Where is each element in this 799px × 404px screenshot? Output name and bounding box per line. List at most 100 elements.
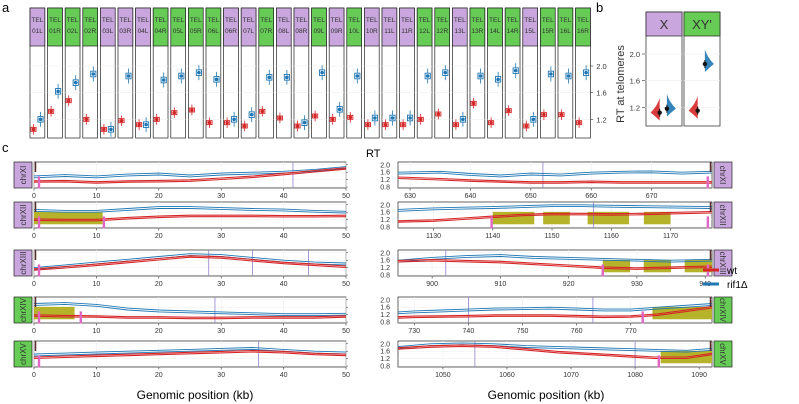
rt-tick-label: 1.2 <box>380 177 390 184</box>
facet-strip-label: 15L <box>525 28 536 35</box>
rif1-rt-line <box>397 254 713 261</box>
rif1-rt-line <box>397 206 713 212</box>
telomere-violin-panel: 1.2 1.6 2.0RT at telomeres X XY' <box>615 11 721 127</box>
x-tick-label: 640 <box>465 193 477 200</box>
wt-rt-line <box>33 256 347 271</box>
chromosome-strip-label: chrXIII <box>718 251 727 274</box>
telomere-marker <box>37 216 41 229</box>
facet-strip <box>47 7 63 47</box>
x-tick-label: 0 <box>32 372 36 379</box>
facet-strip-label: TEL <box>31 17 43 24</box>
plot-frame <box>397 161 713 189</box>
facet-strip-label: TEL <box>454 17 466 24</box>
rt-tick-label: 1.6 <box>380 170 390 177</box>
telomere-marker <box>37 311 41 324</box>
x-tick-label: 1070 <box>563 372 579 379</box>
facet-strip-label: 10L <box>349 28 360 35</box>
facet-strip-label: 07L <box>243 28 254 35</box>
violin-facet: XY' <box>683 11 721 127</box>
rt-tick-label: 0.8 <box>380 320 390 327</box>
wt-rt-line <box>33 315 347 320</box>
x-tick-label: 1090 <box>691 372 707 379</box>
telomere-facet: TEL 07L <box>240 7 257 139</box>
wt-median-point <box>524 124 529 128</box>
facet-strip-label: 13L <box>454 28 465 35</box>
wt-median-point <box>207 120 212 125</box>
facet-strip-label: 05L <box>173 28 184 35</box>
facet-strip <box>188 7 204 47</box>
facet-strip <box>170 7 186 47</box>
telomere-facet: TEL 11R <box>399 7 415 139</box>
rif1-median-point <box>214 77 219 82</box>
x-tick-label: 0 <box>32 233 36 240</box>
wt-median-point <box>506 108 511 113</box>
wt-median-point <box>84 117 89 122</box>
telomere-facet: TEL 04R <box>152 7 169 139</box>
rif1-median-point <box>702 61 708 67</box>
x-tick-label: 1170 <box>663 233 678 240</box>
telomere-facet: TEL 14L <box>487 7 503 139</box>
x-tick-label: 30 <box>217 281 225 288</box>
telomere-facet: TEL 05R <box>188 7 204 139</box>
facet-strip-label: 09R <box>331 28 343 35</box>
x-tick-label: 650 <box>525 193 537 200</box>
facet-strip-label: TEL <box>207 17 219 24</box>
wt-rt-line <box>33 168 347 184</box>
facet-strip-label: 14R <box>507 28 519 35</box>
facet-strip-label: TEL <box>383 17 395 24</box>
facet-strip <box>504 7 521 47</box>
wt-median-point <box>559 112 564 117</box>
facet-strip-label: 07R <box>260 28 272 35</box>
facet-strip <box>100 7 116 47</box>
facet-strip-label: 03L <box>102 28 113 35</box>
telomere-facet: TEL 07R <box>258 7 274 139</box>
telomere-boxplot-panel: TEL 01L TEL 01R TEL 02L TEL 02R TEL 03L TEL 03R TEL 0… <box>29 7 607 139</box>
rif1-median-point <box>144 122 148 127</box>
x-tick-label: 50 <box>342 233 350 240</box>
rt-header: RT <box>366 148 381 160</box>
wt-rt-line <box>33 314 347 318</box>
x-tick-label: 30 <box>217 328 225 335</box>
rt-tick-label: 1.2 <box>380 217 390 224</box>
rt-tick-label: 2.0 <box>380 297 390 304</box>
facet-strip-label: 04R <box>155 28 167 35</box>
facet-strip-label: 11R <box>401 28 413 35</box>
rt-tick-label: 0.8 <box>380 273 390 280</box>
wt-median-point <box>489 120 493 125</box>
telomere-marker <box>37 264 41 277</box>
chromosome-right-plot: 1050 1060 1070 1080 1090 chrXV <box>397 340 733 379</box>
rt-tick-label: 1.6 <box>380 210 390 217</box>
x-tick-label: 20 <box>155 328 163 335</box>
facet-strip-label: TEL <box>67 17 79 24</box>
rif1-median-point <box>232 117 236 122</box>
x-tick-label: 40 <box>280 281 288 288</box>
rif1-median-point <box>320 70 324 75</box>
facet-strip-label: 12R <box>436 28 448 35</box>
rt-tick-label: 1.6 <box>380 258 390 265</box>
facet-strip-label: XY' <box>692 17 712 32</box>
x-tick-label: 20 <box>155 372 163 379</box>
chromosome-strip-label: chrXIV <box>19 297 28 322</box>
facet-strip <box>328 7 345 47</box>
wt-median-point <box>542 112 546 117</box>
chromosome-strip-label: chrXI <box>718 166 727 185</box>
rt-tick-label: 0.8 <box>380 364 390 371</box>
y-tick-label: 2.0 <box>596 62 606 71</box>
chromosome-strip <box>13 249 33 277</box>
wt-median-point <box>695 108 700 113</box>
facet-strip-label: 02R <box>84 28 96 35</box>
facet-strip-label: TEL <box>190 17 202 24</box>
facet-strip-label: TEL <box>102 17 114 24</box>
telomere-facet: TEL 15L <box>522 7 538 139</box>
x-tick-label: 770 <box>625 328 637 335</box>
telomere-facet: TEL 11L <box>381 7 398 139</box>
wt-median-point <box>49 109 53 114</box>
facet-strip <box>82 7 98 47</box>
rif1-violin <box>704 49 714 72</box>
chromosome-left-plot: 0 10 20 30 40 50 chrXII <box>13 201 350 240</box>
rif1-median-point <box>249 112 254 117</box>
rt-tick-label: 2.0 <box>380 250 390 257</box>
chromosome-right-plot: 900910920930940chrXIII <box>397 249 733 288</box>
facet-strip <box>399 7 415 47</box>
